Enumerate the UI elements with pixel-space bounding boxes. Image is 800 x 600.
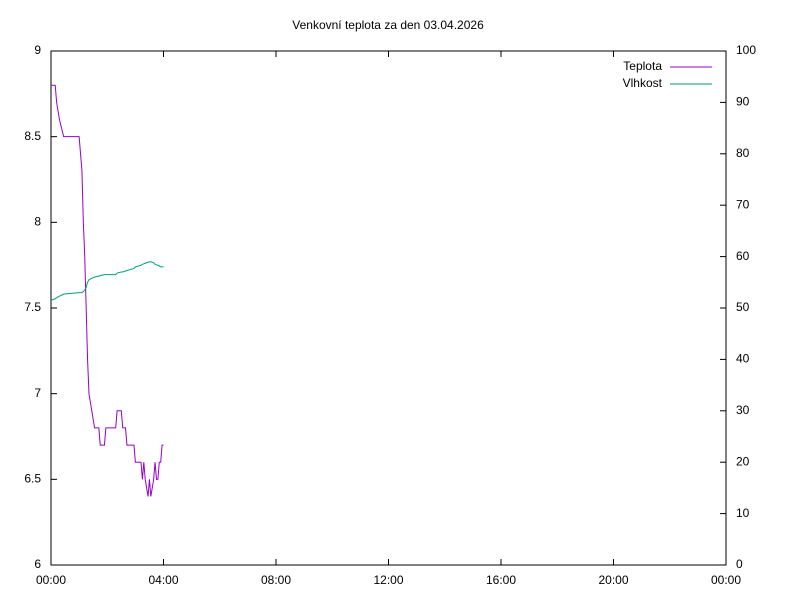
y-tick-label: 8 [34, 215, 41, 229]
y2-tick-label: 60 [736, 249, 750, 263]
y2-tick-label: 20 [736, 454, 750, 468]
x-tick-label: 04:00 [148, 573, 178, 587]
y2-tick-label: 80 [736, 146, 750, 160]
y2-tick-label: 100 [736, 43, 756, 57]
x-tick-label: 20:00 [598, 573, 628, 587]
y2-tick-label: 10 [736, 506, 750, 520]
y-tick-label: 6 [34, 557, 41, 571]
series-line [51, 84, 164, 497]
x-tick-label: 12:00 [373, 573, 403, 587]
y-tick-label: 9 [34, 43, 41, 57]
x-tick-label: 00:00 [36, 573, 66, 587]
y2-tick-label: 0 [736, 557, 743, 571]
y2-tick-label: 50 [736, 300, 750, 314]
y-tick-label: 7.5 [24, 300, 41, 314]
y-tick-label: 6.5 [24, 472, 41, 486]
legend-label: Vlhkost [623, 76, 663, 90]
y2-tick-label: 30 [736, 403, 750, 417]
y2-tick-label: 40 [736, 352, 750, 366]
series-line [50, 261, 164, 301]
y-tick-label: 8.5 [24, 129, 41, 143]
x-tick-label: 08:00 [261, 573, 291, 587]
y-tick-label: 7 [34, 386, 41, 400]
x-tick-label: 16:00 [486, 573, 516, 587]
y2-tick-label: 90 [736, 95, 750, 109]
x-tick-label: 00:00 [711, 573, 741, 587]
chart-title: Venkovní teplota za den 03.04.2026 [292, 18, 484, 32]
y2-tick-label: 70 [736, 197, 750, 211]
legend-label: Teplota [623, 59, 662, 73]
